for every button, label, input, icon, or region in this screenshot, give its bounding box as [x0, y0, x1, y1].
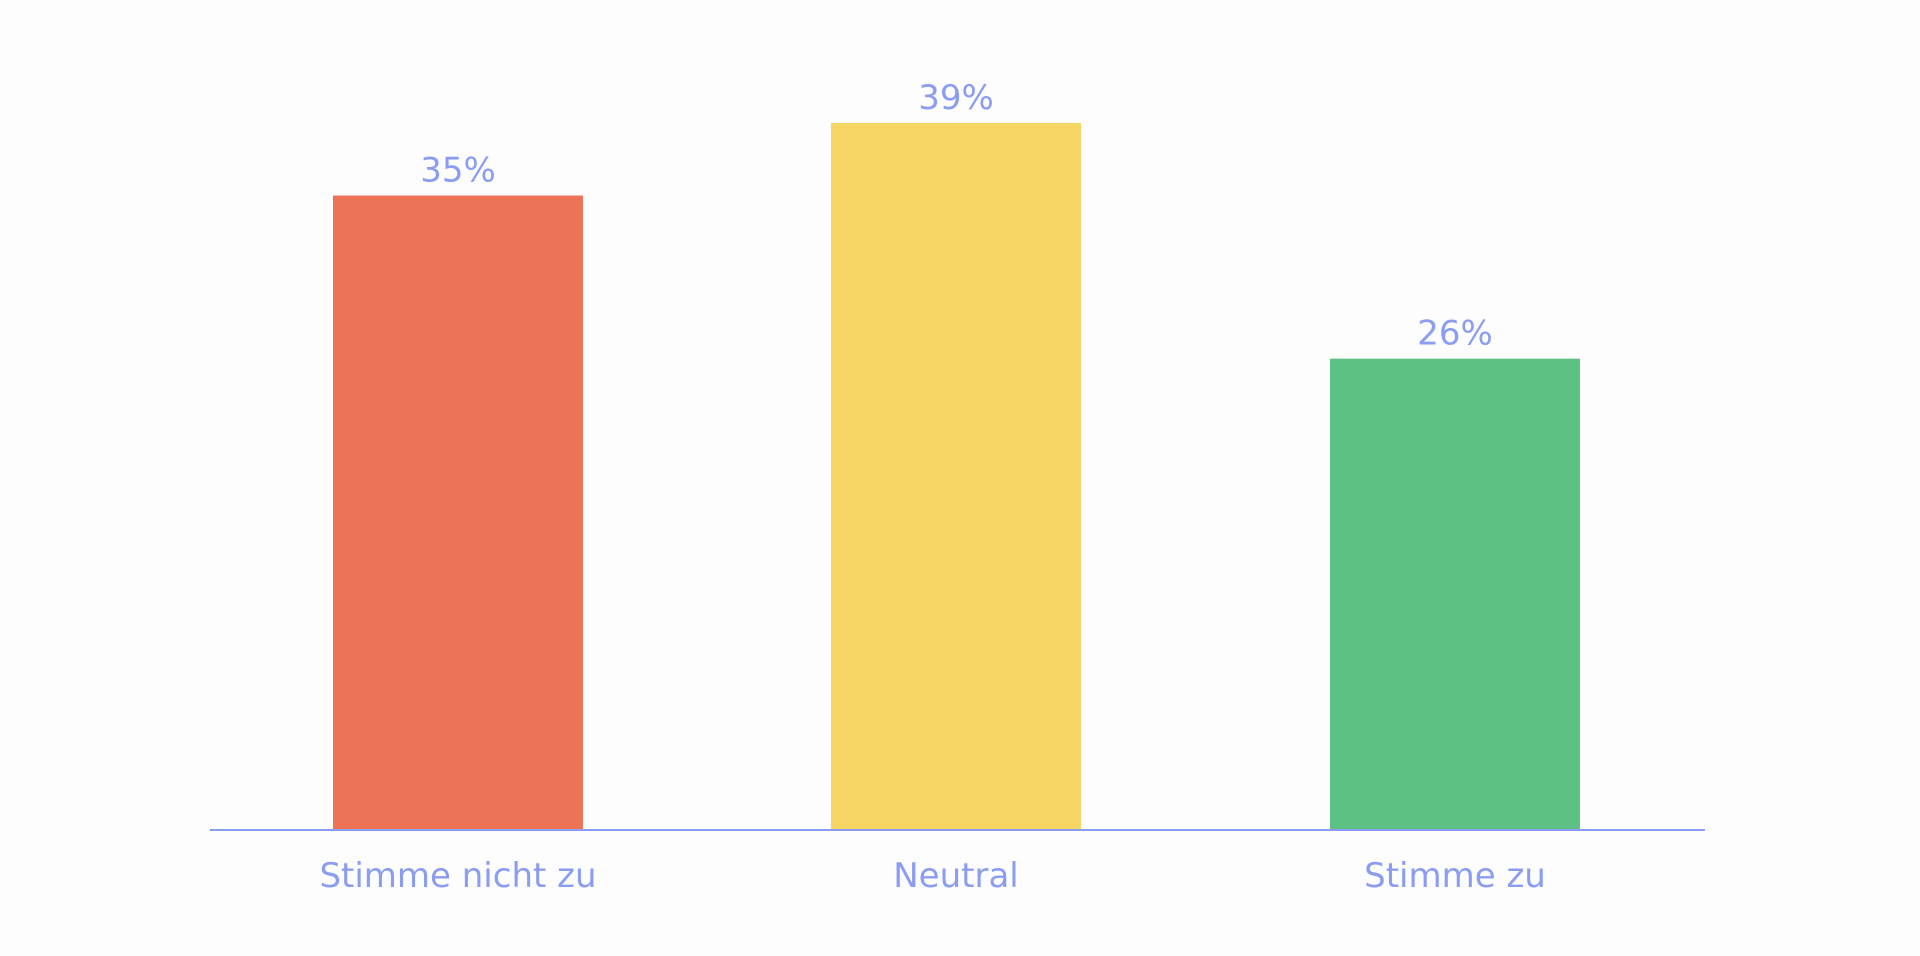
x-tick-label-2: Stimme zu — [1364, 856, 1546, 896]
bars-layer — [333, 123, 1580, 830]
x-tick-label-0: Stimme nicht zu — [319, 856, 596, 896]
x-tick-labels-layer: Stimme nicht zu Neutral Stimme zu — [319, 856, 1545, 896]
bar-0 — [333, 195, 583, 830]
value-labels-layer: 35% 39% 26% — [420, 78, 1493, 354]
bar-value-label-1: 39% — [918, 78, 994, 118]
bar-1 — [831, 123, 1081, 830]
bar-2 — [1330, 358, 1580, 830]
bar-value-label-2: 26% — [1417, 314, 1493, 354]
x-tick-label-1: Neutral — [893, 856, 1019, 896]
bar-value-label-0: 35% — [420, 151, 496, 191]
